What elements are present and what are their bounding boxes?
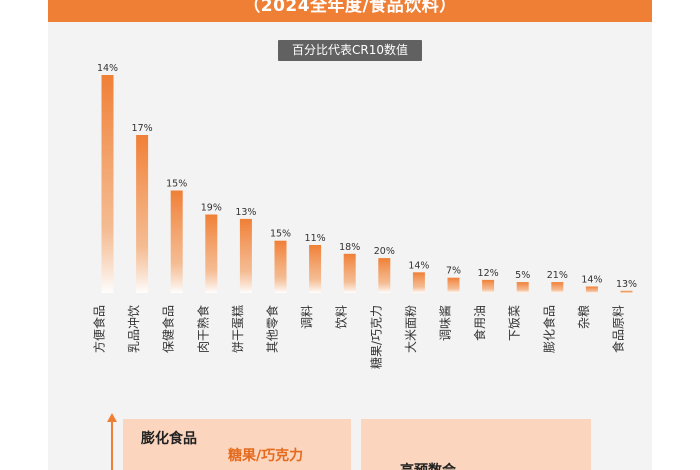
category-label-9: 大米面粉 [404,305,418,353]
bar-8 [378,258,391,293]
bar-2 [170,190,183,293]
value-label-5: 15% [270,229,291,240]
chart-panel [48,22,652,470]
category-label-10: 调味酱 [438,305,453,341]
category-label-12: 下饭菜 [508,305,522,341]
bar-11 [482,279,495,293]
value-label-2: 15% [166,179,187,190]
value-label-7: 18% [339,242,360,253]
bar-9 [412,272,425,293]
arrow-line [111,420,113,470]
value-label-6: 11% [305,233,326,244]
value-label-14: 14% [581,275,602,286]
bar-14 [585,286,598,293]
category-label-3: 肉干熟食 [195,305,210,353]
bar-15 [620,290,633,293]
bar-5 [274,240,287,293]
category-label-15: 食品原料 [611,305,626,353]
bottom-left-title: 膨化食品 [141,431,197,447]
arrow-up-icon [107,413,117,422]
header-bar: （2024全年度/食品饮料） [48,0,652,22]
value-label-0: 14% [97,63,118,74]
bottom-left-subtitle: 糖果/巧克力 [228,448,304,464]
category-label-14: 杂粮 [576,305,591,329]
bar-7 [343,253,356,293]
chart-subtitle: 百分比代表CR10数值 [278,40,422,61]
value-label-10: 7% [446,266,461,277]
bar-3 [205,214,218,293]
value-label-15: 13% [616,279,637,290]
value-label-9: 14% [408,260,429,271]
value-label-3: 19% [201,203,222,214]
category-label-13: 膨化食品 [541,305,556,353]
category-label-8: 糖果/巧克力 [368,305,383,369]
bars-layer [101,75,633,293]
bar-6 [309,245,322,293]
bar-1 [136,135,149,293]
bottom-left-card [123,419,351,470]
bar-0 [101,75,114,293]
value-label-8: 20% [374,246,395,257]
bar-12 [516,282,529,293]
category-label-2: 保健食品 [161,305,176,353]
category-label-6: 调料 [300,305,314,329]
category-label-1: 乳品冲饮 [126,305,141,353]
bar-4 [239,218,252,293]
bottom-right-card [361,419,591,470]
category-label-4: 饼干蛋糕 [231,305,245,353]
category-label-11: 食用油 [472,305,487,341]
value-label-11: 12% [478,268,499,279]
page-title: （2024全年度/食品饮料） [243,0,457,16]
value-label-12: 5% [515,270,530,281]
category-label-0: 方便食品 [92,305,107,353]
bottom-right-partial-title: 高预数会 [400,462,456,470]
value-label-1: 17% [132,123,153,134]
category-label-5: 其他零食 [265,305,280,353]
labels-layer: 14% 方便食品 17% 乳品冲饮 15% 保健食品 19% 肉干熟食 13% 饼干蛋糕 15% 其他… [92,63,638,369]
value-label-4: 13% [235,207,256,218]
bar-13 [551,282,564,293]
value-label-13: 21% [547,270,568,281]
category-label-7: 饮料 [335,305,349,329]
bar-10 [447,277,460,293]
